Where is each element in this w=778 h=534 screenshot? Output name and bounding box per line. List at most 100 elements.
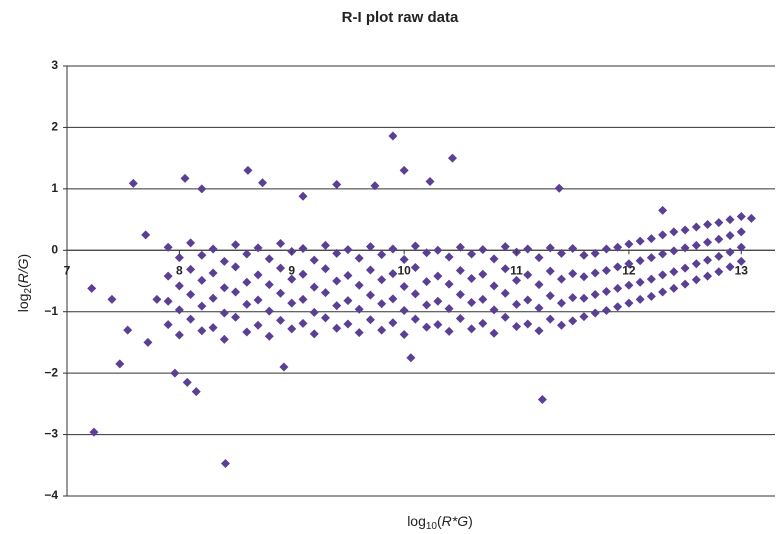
point bbox=[444, 304, 454, 314]
point bbox=[455, 290, 465, 300]
point bbox=[276, 239, 286, 249]
point bbox=[537, 395, 547, 405]
point bbox=[276, 288, 286, 298]
point bbox=[736, 212, 746, 221]
point bbox=[253, 243, 263, 253]
point bbox=[253, 320, 263, 330]
point bbox=[231, 312, 241, 322]
point bbox=[635, 236, 645, 246]
point bbox=[489, 328, 499, 338]
point bbox=[243, 165, 253, 175]
point bbox=[264, 306, 274, 316]
point bbox=[568, 269, 578, 279]
point bbox=[231, 262, 241, 272]
point bbox=[579, 312, 589, 322]
point bbox=[410, 289, 420, 299]
point bbox=[658, 230, 668, 240]
point bbox=[231, 240, 241, 250]
point bbox=[455, 313, 465, 323]
point bbox=[242, 249, 252, 259]
point bbox=[467, 298, 477, 307]
point bbox=[489, 254, 499, 264]
point bbox=[219, 308, 229, 318]
point bbox=[332, 323, 342, 333]
point bbox=[388, 318, 398, 328]
point bbox=[545, 291, 555, 301]
point bbox=[613, 242, 623, 252]
point bbox=[163, 242, 173, 252]
point bbox=[433, 245, 443, 255]
point bbox=[163, 320, 173, 330]
y-tick-label: −3 bbox=[44, 427, 58, 441]
point bbox=[89, 427, 99, 437]
point bbox=[152, 294, 162, 304]
point bbox=[174, 305, 184, 315]
point bbox=[523, 295, 533, 305]
x-tick-label: 12 bbox=[622, 263, 636, 277]
chart-title: R-I plot raw data bbox=[342, 9, 459, 26]
point bbox=[624, 298, 634, 308]
point bbox=[399, 282, 409, 292]
point bbox=[478, 269, 488, 279]
point bbox=[669, 227, 679, 237]
point bbox=[703, 255, 713, 265]
point bbox=[646, 291, 656, 301]
y-tick-label: 2 bbox=[51, 120, 58, 134]
x-tick-label: 13 bbox=[735, 263, 749, 277]
point bbox=[276, 315, 286, 325]
point bbox=[444, 252, 454, 262]
point bbox=[455, 242, 465, 252]
point bbox=[624, 239, 634, 249]
point bbox=[298, 269, 308, 279]
point bbox=[186, 314, 196, 324]
point bbox=[197, 301, 207, 311]
point bbox=[197, 326, 207, 336]
point bbox=[309, 255, 319, 265]
point bbox=[703, 237, 713, 247]
point bbox=[141, 230, 151, 240]
point bbox=[208, 293, 218, 303]
point bbox=[500, 288, 510, 298]
point bbox=[579, 250, 589, 260]
point bbox=[399, 329, 409, 339]
point bbox=[433, 296, 443, 306]
point bbox=[478, 318, 488, 328]
point bbox=[613, 302, 623, 312]
point bbox=[197, 184, 207, 194]
point bbox=[298, 318, 308, 328]
point bbox=[422, 300, 432, 310]
point bbox=[455, 266, 465, 276]
point bbox=[601, 286, 611, 296]
x-axis-label: log10(R*G) bbox=[407, 513, 473, 532]
point bbox=[467, 249, 477, 259]
point bbox=[219, 256, 229, 266]
point bbox=[258, 178, 268, 188]
point bbox=[568, 316, 578, 326]
point bbox=[669, 267, 679, 277]
y-tick-label: 1 bbox=[51, 181, 58, 195]
point bbox=[242, 277, 252, 287]
point bbox=[231, 287, 241, 297]
point bbox=[646, 253, 656, 263]
point bbox=[354, 280, 364, 290]
point bbox=[725, 231, 735, 241]
point bbox=[174, 281, 184, 291]
point bbox=[467, 274, 477, 284]
point bbox=[534, 253, 544, 263]
point bbox=[332, 276, 342, 286]
point bbox=[388, 131, 398, 141]
point bbox=[556, 248, 566, 258]
point bbox=[635, 256, 645, 266]
point bbox=[332, 180, 342, 190]
point bbox=[410, 314, 420, 324]
point bbox=[579, 272, 589, 282]
point bbox=[489, 281, 499, 291]
point bbox=[512, 321, 522, 331]
point bbox=[320, 288, 330, 298]
point bbox=[354, 328, 364, 338]
x-tick-label: 7 bbox=[64, 263, 71, 277]
point bbox=[163, 296, 173, 306]
point bbox=[242, 299, 252, 309]
point bbox=[309, 307, 319, 317]
point bbox=[320, 240, 330, 250]
